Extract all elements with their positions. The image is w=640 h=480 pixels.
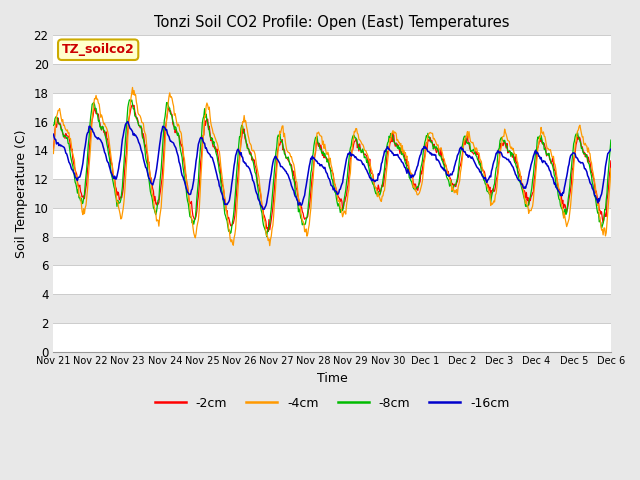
- Bar: [53, 237, 611, 265]
- Bar: [53, 265, 611, 294]
- Bar: [53, 36, 611, 64]
- Text: TZ_soilco2: TZ_soilco2: [62, 43, 134, 56]
- Title: Tonzi Soil CO2 Profile: Open (East) Temperatures: Tonzi Soil CO2 Profile: Open (East) Temp…: [154, 15, 510, 30]
- Legend: -2cm, -4cm, -8cm, -16cm: -2cm, -4cm, -8cm, -16cm: [150, 392, 515, 415]
- Y-axis label: Soil Temperature (C): Soil Temperature (C): [15, 129, 28, 258]
- Bar: [53, 93, 611, 121]
- X-axis label: Time: Time: [317, 372, 348, 385]
- Bar: [53, 179, 611, 208]
- Bar: [53, 208, 611, 237]
- Bar: [53, 150, 611, 179]
- Bar: [53, 323, 611, 351]
- Bar: [53, 294, 611, 323]
- Bar: [53, 64, 611, 93]
- Bar: [53, 121, 611, 150]
